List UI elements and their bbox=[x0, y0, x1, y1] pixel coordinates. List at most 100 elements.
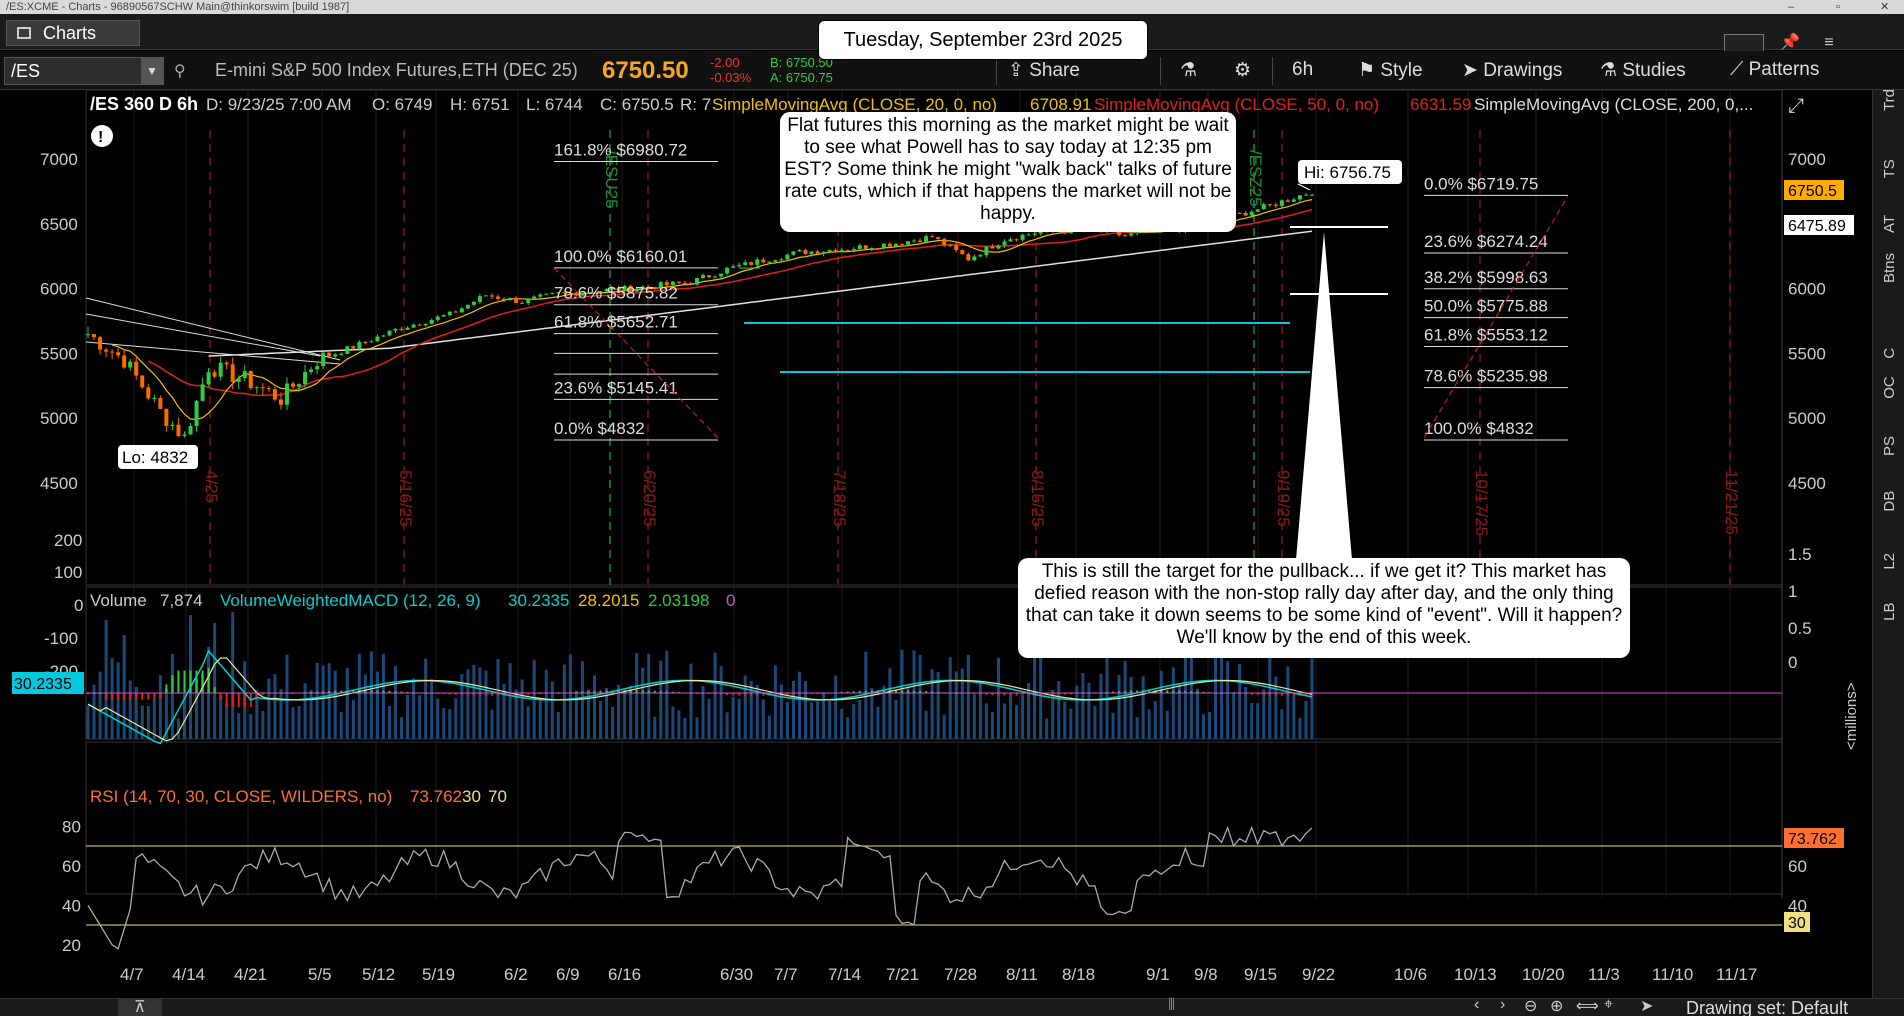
macd-signal-line bbox=[87, 657, 1313, 742]
zoom-out-icon[interactable]: ⊖ bbox=[1524, 998, 1538, 1015]
candle-body bbox=[815, 251, 820, 254]
macd-hist-bar bbox=[1063, 693, 1066, 695]
sidebar-tab-lb[interactable]: LB bbox=[1873, 602, 1904, 650]
macd-hist-bar bbox=[1196, 691, 1199, 693]
macd-hist-bar bbox=[1057, 693, 1060, 695]
sidebar-tab-trd[interactable]: Trd bbox=[1873, 89, 1904, 142]
macd-hist-bar bbox=[900, 690, 903, 693]
candle-body bbox=[260, 387, 265, 389]
volume-bar bbox=[876, 706, 880, 739]
scroll-right-icon[interactable]: › bbox=[1500, 996, 1506, 1013]
sidebar-tab-db[interactable]: DB bbox=[1873, 491, 1904, 542]
candle-body bbox=[502, 298, 507, 301]
share-button[interactable]: ⇪ Share bbox=[1008, 59, 1080, 82]
minimize-icon[interactable]: – bbox=[1788, 1, 1795, 13]
scroll-left-icon[interactable]: ‹ bbox=[1474, 996, 1480, 1013]
zoom-in-icon[interactable]: ⊕ bbox=[1550, 998, 1564, 1015]
crosshair-icon[interactable]: ⌖ bbox=[1604, 996, 1614, 1013]
scroll-handle-icon[interactable]: ⦀ bbox=[1168, 997, 1176, 1014]
vertical-date-label: 6/20/25 bbox=[640, 470, 659, 527]
vertical-date-label: 10/17/25 bbox=[1472, 470, 1491, 536]
alert-icon[interactable] bbox=[91, 125, 113, 147]
menu-icon[interactable]: ≡ bbox=[1824, 34, 1834, 51]
rsi-value: 73.762 bbox=[410, 787, 462, 806]
candle-body bbox=[869, 248, 874, 250]
sidebar-tab-oc[interactable]: OC bbox=[1873, 376, 1904, 430]
sma50-label: SimpleMovingAvg (CLOSE, 50, 0, no) bbox=[1094, 95, 1379, 114]
macd-badge bbox=[12, 672, 84, 694]
flask-icon[interactable]: ⚗ bbox=[1180, 60, 1198, 81]
collapse-button[interactable]: ⊼ bbox=[118, 999, 162, 1016]
macd-hist-bar bbox=[1166, 690, 1169, 693]
volume-bar bbox=[86, 705, 90, 739]
x-tick-label: 11/17 bbox=[1716, 965, 1757, 984]
volume-bar bbox=[568, 654, 572, 739]
candle-body bbox=[906, 241, 911, 245]
macd-hist-bar bbox=[322, 691, 325, 693]
pin-icon[interactable]: 📌 bbox=[1780, 34, 1800, 51]
studies-button[interactable]: ⚗ Studies bbox=[1600, 59, 1686, 82]
close-icon[interactable]: ✕ bbox=[1880, 1, 1890, 13]
tab-charts[interactable]: Charts bbox=[6, 20, 140, 46]
candle-body bbox=[1237, 212, 1242, 214]
candle-body bbox=[779, 259, 784, 261]
x-tick-label: 6/2 bbox=[504, 965, 528, 984]
price-tick-left: 4500 bbox=[40, 474, 78, 493]
timeframe-selector[interactable]: 6h bbox=[1292, 59, 1314, 80]
sidebar-tab-l2[interactable]: L2 bbox=[1873, 553, 1904, 598]
macd-hist-bar bbox=[273, 693, 276, 695]
gear-icon[interactable]: ⚙ bbox=[1234, 60, 1252, 81]
volume-left-tick: 200 bbox=[54, 531, 82, 550]
chart-canvas[interactable]: 4/25 5/16/25/ESU25 6/20/25 7/18/25 8/15/25/E… bbox=[0, 90, 1872, 998]
volume-bar bbox=[1051, 689, 1055, 739]
restore-icon[interactable]: ▫ bbox=[1836, 1, 1840, 13]
x-tick-label: 6/16 bbox=[608, 965, 641, 984]
macd-hist-bar bbox=[1039, 693, 1042, 696]
symbol-value: /ES bbox=[11, 61, 41, 81]
volume-bar bbox=[273, 674, 277, 739]
drawing-set-selector[interactable]: Drawing set: Default bbox=[1686, 998, 1849, 1016]
sidebar-tab-ts[interactable]: TS bbox=[1873, 159, 1904, 208]
link-icon[interactable]: ⚲ bbox=[174, 63, 186, 80]
macd-hist-bar bbox=[490, 693, 493, 696]
candle-body bbox=[200, 384, 205, 401]
candle-body bbox=[1129, 233, 1134, 236]
drawings-button[interactable]: ➤ Drawings bbox=[1462, 59, 1562, 82]
volume-value: 7,874 bbox=[160, 591, 203, 610]
fib-left-label: 0.0% $4832 bbox=[554, 419, 645, 438]
volume-bar bbox=[785, 702, 789, 739]
zoom-fit-icon[interactable]: ⟺ bbox=[1576, 998, 1599, 1015]
candle-body bbox=[489, 295, 494, 297]
sidebar-tab-ps[interactable]: PS bbox=[1873, 436, 1904, 486]
symbol-description: E-mini S&P 500 Index Futures,ETH (DEC 25… bbox=[215, 60, 578, 80]
chevron-down-icon[interactable]: ▼ bbox=[141, 58, 163, 84]
volume-bar bbox=[315, 662, 319, 739]
studies-label: Studies bbox=[1622, 60, 1686, 81]
volume-bar bbox=[237, 713, 241, 739]
candle-body bbox=[483, 295, 488, 297]
macd-hist-bar bbox=[219, 693, 222, 700]
volume-bar bbox=[1111, 712, 1115, 739]
candle-body bbox=[128, 361, 133, 368]
candle-body bbox=[146, 387, 151, 399]
volume-bar bbox=[406, 694, 410, 739]
macd-hist-bar bbox=[111, 693, 114, 700]
sidebar-tab-btns[interactable]: Btns bbox=[1873, 253, 1904, 318]
candle-body bbox=[266, 388, 271, 390]
fib-right-label: 100.0% $4832 bbox=[1424, 419, 1534, 438]
candle-body bbox=[1002, 241, 1007, 246]
candle-body bbox=[514, 297, 519, 303]
patterns-button[interactable]: ⟋ Patterns bbox=[1730, 59, 1819, 81]
volume-bar bbox=[1123, 660, 1127, 739]
volume-bar bbox=[134, 686, 138, 739]
volume-bar bbox=[936, 671, 940, 739]
chart-header: /ES 360 D 6h D: 9/23/25 7:00 AM O: 6749 … bbox=[90, 94, 1804, 147]
expand-icon[interactable]: ⤢ bbox=[1788, 95, 1804, 117]
symbol-selector[interactable]: /ES ▼ bbox=[4, 57, 164, 85]
volume-bar bbox=[972, 694, 976, 739]
volume-bar bbox=[617, 684, 621, 739]
cursor-icon[interactable]: ➤ bbox=[1640, 998, 1654, 1015]
volume-bar bbox=[201, 674, 205, 739]
style-button[interactable]: ⚑ Style bbox=[1358, 59, 1423, 82]
macd-hist-bar bbox=[985, 693, 988, 695]
